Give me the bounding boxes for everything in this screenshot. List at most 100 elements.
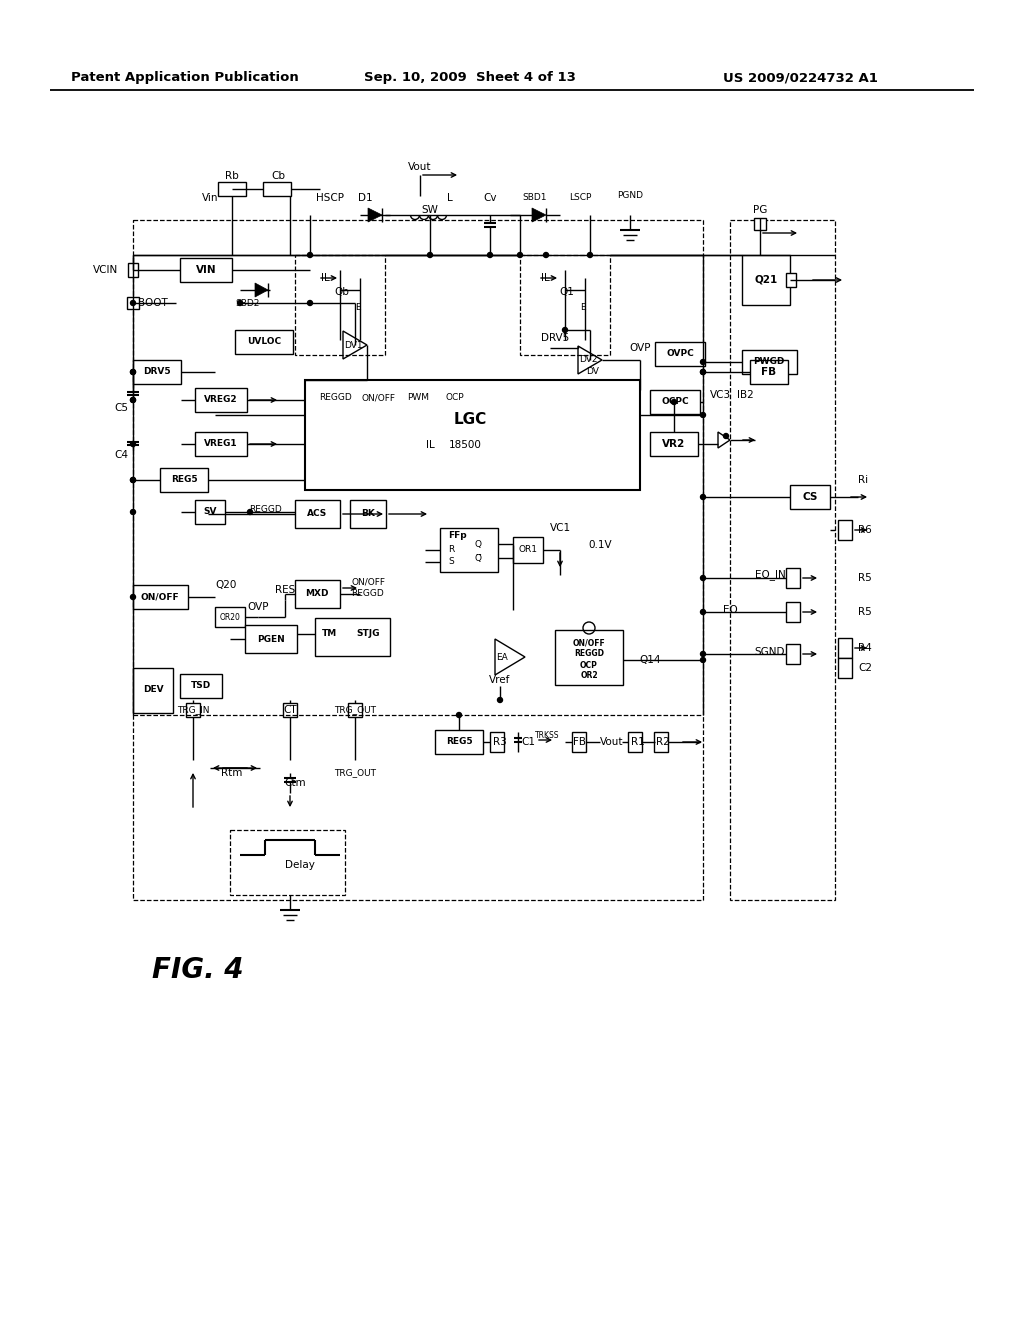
Text: TRKSS: TRKSS [535, 731, 559, 741]
Bar [490, 733, 504, 752]
Circle shape [130, 397, 135, 403]
Bar [195, 500, 225, 524]
Bar [838, 638, 852, 657]
Text: OR1: OR1 [518, 545, 538, 554]
Bar [786, 568, 800, 587]
Text: Delay: Delay [285, 861, 315, 870]
Text: Cv: Cv [483, 193, 497, 203]
Text: REGGD: REGGD [351, 589, 384, 598]
Text: PWM: PWM [407, 393, 429, 403]
Text: CS: CS [803, 492, 818, 502]
Text: Patent Application Publication: Patent Application Publication [71, 71, 299, 84]
Text: EO_IN: EO_IN [755, 569, 785, 581]
Circle shape [700, 610, 706, 615]
Bar [133, 585, 188, 609]
Text: IL: IL [541, 273, 549, 282]
Text: VR2: VR2 [663, 440, 686, 449]
Text: FB: FB [573, 737, 587, 747]
Text: UVLOC: UVLOC [247, 338, 281, 346]
Text: REG5: REG5 [171, 475, 198, 484]
Bar [234, 330, 293, 354]
Circle shape [700, 652, 706, 656]
Bar [513, 537, 543, 564]
Text: VCIN: VCIN [93, 265, 118, 275]
Text: REGGD: REGGD [249, 506, 282, 515]
Text: SBD2: SBD2 [236, 298, 260, 308]
Circle shape [498, 697, 503, 702]
Text: Ctm: Ctm [285, 777, 306, 788]
Text: 0.1V: 0.1V [588, 540, 611, 550]
Text: CT: CT [284, 705, 297, 715]
Text: R: R [449, 545, 455, 554]
Text: PWGD: PWGD [754, 358, 784, 367]
Bar [790, 484, 830, 510]
Circle shape [544, 252, 549, 257]
Bar [786, 273, 796, 286]
Text: Rb: Rb [225, 172, 239, 181]
Text: OCP: OCP [445, 393, 464, 403]
Text: E: E [355, 304, 360, 313]
Bar [160, 469, 208, 492]
Circle shape [130, 594, 135, 599]
Circle shape [248, 510, 253, 515]
Text: L: L [447, 193, 453, 203]
Bar [350, 500, 386, 528]
Circle shape [700, 576, 706, 581]
Circle shape [130, 441, 135, 446]
Text: IB2: IB2 [736, 389, 754, 400]
Bar [195, 388, 247, 412]
Text: SGND: SGND [755, 647, 785, 657]
Text: REG5: REG5 [445, 738, 472, 747]
Text: D1: D1 [357, 193, 373, 203]
Text: VC3: VC3 [710, 389, 730, 400]
Bar [786, 602, 800, 622]
Text: Cb: Cb [271, 172, 285, 181]
Text: OVP: OVP [247, 602, 268, 612]
Circle shape [588, 252, 593, 257]
Text: R2: R2 [656, 737, 670, 747]
Text: Qb: Qb [335, 286, 349, 297]
Text: BOOT: BOOT [138, 298, 168, 308]
Text: REGGD: REGGD [574, 649, 604, 659]
Text: R3: R3 [494, 737, 507, 747]
Bar [742, 350, 797, 374]
Text: 18500: 18500 [449, 440, 481, 450]
Text: PGEN: PGEN [257, 635, 285, 644]
Bar [654, 733, 668, 752]
Circle shape [130, 370, 135, 375]
Bar [650, 432, 698, 455]
Bar [180, 257, 232, 282]
Text: OR20: OR20 [219, 612, 241, 622]
Text: E: E [581, 304, 586, 313]
Circle shape [307, 252, 312, 257]
Text: OCPC: OCPC [662, 397, 689, 407]
Text: EO: EO [723, 605, 737, 615]
Text: TRG_OUT: TRG_OUT [334, 768, 376, 777]
Text: Ri: Ri [858, 475, 868, 484]
Bar [628, 733, 642, 752]
Bar [750, 360, 788, 384]
Text: R6: R6 [858, 525, 871, 535]
Circle shape [130, 510, 135, 515]
Text: DV: DV [587, 367, 599, 376]
Text: R4: R4 [858, 643, 871, 653]
Circle shape [562, 327, 567, 333]
Text: BK: BK [361, 510, 375, 519]
Bar [730, 220, 835, 900]
Polygon shape [255, 282, 268, 297]
Text: Q14: Q14 [639, 655, 660, 665]
Bar [186, 704, 200, 717]
Text: DV2: DV2 [579, 355, 597, 364]
Bar [650, 389, 700, 414]
Text: DRV5: DRV5 [541, 333, 569, 343]
Text: Vref: Vref [489, 675, 511, 685]
Bar [218, 182, 246, 195]
Text: LGC: LGC [454, 412, 486, 428]
Text: PGND: PGND [617, 190, 643, 199]
Text: Q1: Q1 [559, 286, 574, 297]
Bar [742, 255, 790, 305]
Text: US 2009/0224732 A1: US 2009/0224732 A1 [723, 71, 878, 84]
Text: TSD: TSD [190, 681, 211, 690]
Text: C1: C1 [521, 737, 535, 747]
Text: VIN: VIN [196, 265, 216, 275]
